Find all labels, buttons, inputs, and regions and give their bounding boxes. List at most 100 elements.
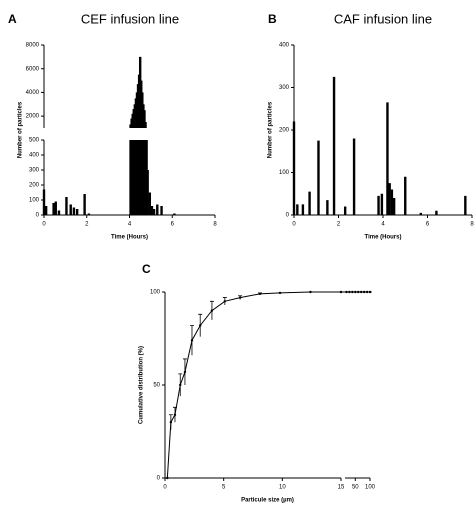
x-tick-label: 4	[381, 222, 385, 228]
y-axis-label: Number of particles	[268, 101, 274, 158]
bar	[301, 204, 305, 215]
bar	[54, 201, 57, 215]
x-tick-label: 6	[426, 222, 430, 228]
bar	[160, 206, 163, 215]
point	[278, 291, 282, 295]
y-tick-label: 300	[29, 168, 40, 174]
bar	[388, 183, 391, 215]
bar	[87, 213, 91, 215]
bar	[296, 204, 299, 215]
bar	[143, 110, 146, 128]
bar	[152, 209, 156, 215]
point	[166, 476, 169, 480]
y-tick-label: 400	[29, 153, 40, 159]
bar	[144, 122, 147, 128]
bar	[173, 213, 176, 215]
bar	[44, 206, 48, 215]
x-tick-label: 4	[128, 222, 132, 228]
point	[258, 292, 262, 296]
x-axis-label: Particule size (µm)	[241, 498, 294, 504]
bar	[435, 210, 438, 215]
bar	[386, 102, 389, 215]
point	[179, 383, 182, 387]
chart-title: CAF infusion line	[334, 11, 432, 26]
x-tick-label: 5	[222, 485, 226, 491]
bar	[343, 206, 347, 215]
bar	[69, 204, 72, 215]
point	[368, 290, 372, 294]
x-tick-label: 10	[279, 485, 286, 491]
point	[359, 290, 363, 294]
bar	[404, 176, 407, 215]
y-tick-label: 200	[279, 128, 290, 134]
x-tick-label: 6	[171, 222, 175, 228]
point	[238, 296, 242, 299]
bar	[156, 204, 159, 215]
chart-title: CEF infusion line	[81, 11, 179, 26]
y-tick-label: 6000	[26, 66, 40, 72]
y-tick-label: 100	[29, 198, 40, 204]
point	[348, 290, 351, 294]
bar	[352, 138, 356, 215]
x-tick-label: 2	[85, 222, 89, 228]
y-axis-label: Number of particles	[18, 101, 24, 158]
bar	[292, 121, 296, 215]
point	[309, 290, 312, 294]
y-tick-label: 500	[29, 138, 40, 144]
point	[183, 370, 187, 374]
point	[223, 300, 227, 303]
point	[345, 290, 348, 294]
x-axis-label: Time (Hours)	[111, 235, 148, 241]
y-tick-label: 0	[36, 213, 40, 219]
y-tick-label: 100	[150, 290, 161, 296]
bar	[146, 170, 149, 215]
bar	[332, 76, 336, 215]
bar	[308, 191, 311, 215]
y-tick-label: 300	[279, 85, 290, 91]
point	[351, 290, 354, 294]
bar	[52, 203, 55, 215]
point	[190, 339, 194, 342]
y-tick-label: 400	[279, 43, 290, 49]
bar	[83, 194, 86, 215]
point	[173, 413, 177, 416]
y-tick-label: 100	[279, 170, 290, 176]
point	[210, 309, 214, 312]
y-tick-label: 0	[157, 476, 161, 482]
y-tick-label: 2000	[26, 114, 40, 120]
bar	[326, 200, 329, 215]
bar	[150, 206, 154, 215]
x-tick-label: 8	[213, 222, 217, 228]
bar	[72, 207, 76, 215]
y-tick-label: 50	[153, 383, 160, 389]
panel-label: A	[8, 12, 17, 26]
point	[365, 290, 369, 294]
bar	[392, 198, 396, 215]
bar	[65, 197, 68, 215]
x-tick-label: 2	[337, 222, 341, 228]
bar	[42, 189, 46, 215]
x-tick-label: 15	[338, 485, 345, 491]
point	[339, 290, 343, 294]
bar	[464, 195, 467, 215]
x-tick-label: 100	[365, 485, 376, 491]
point	[362, 290, 366, 294]
point	[169, 421, 173, 424]
point	[354, 290, 357, 294]
y-tick-label: 200	[29, 183, 40, 189]
bar	[57, 210, 61, 215]
y-tick-label: 4000	[26, 90, 40, 96]
bar	[377, 195, 380, 215]
panel-label: B	[268, 12, 277, 26]
bar	[148, 192, 152, 215]
y-tick-label: 8000	[26, 43, 40, 49]
bar	[390, 189, 394, 215]
x-tick-label: 8	[470, 222, 474, 228]
y-tick-label: 0	[286, 213, 290, 219]
x-tick-label: 0	[163, 485, 167, 491]
x-tick-label: 0	[42, 222, 46, 228]
point	[199, 324, 202, 327]
x-axis-label: Time (Hours)	[365, 235, 402, 241]
